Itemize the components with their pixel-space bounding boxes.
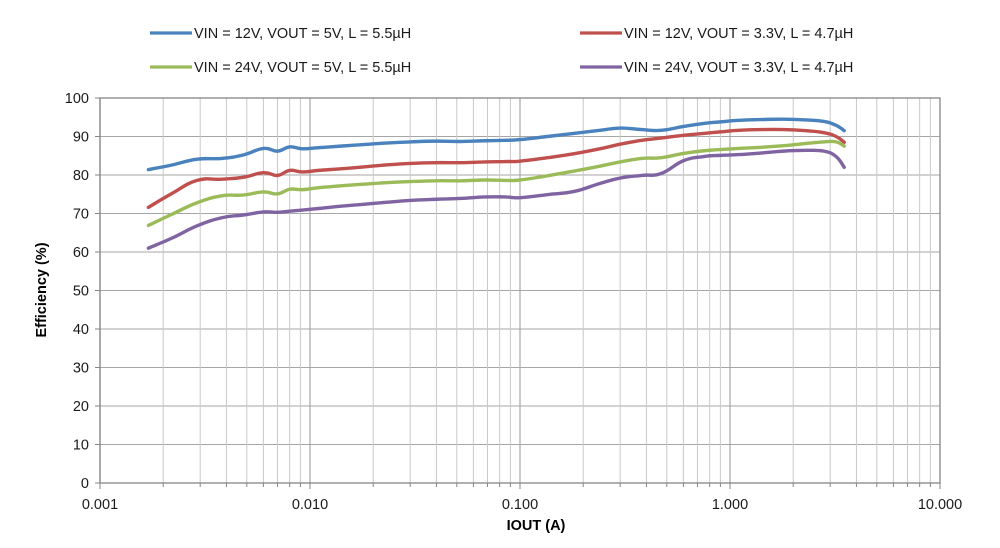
y-axis-tick-labels: 0 10 20 30 40 50 60 70 80 90 100	[65, 91, 89, 492]
x-tick-label: 0.100	[502, 497, 538, 513]
legend-label: VIN = 12V, VOUT = 5V, L = 5.5µH	[194, 26, 411, 42]
legend-item: VIN = 24V, VOUT = 5V, L = 5.5µH	[150, 60, 411, 76]
series-line	[146, 127, 846, 210]
x-tick-label: 1.000	[712, 497, 748, 513]
legend-label: VIN = 24V, VOUT = 5V, L = 5.5µH	[194, 60, 411, 76]
y-tick-label: 30	[73, 361, 89, 377]
chart-series-layer	[146, 117, 846, 250]
y-tick-label: 0	[81, 476, 89, 492]
legend-label: VIN = 12V, VOUT = 3.3V, L = 4.7µH	[624, 26, 853, 42]
x-axis-tick-labels: 0.001 0.010 0.100 1.000 10.000	[82, 497, 962, 513]
x-axis-title: IOUT (A)	[507, 518, 566, 534]
y-tick-label: 20	[73, 399, 89, 415]
y-tick-label: 100	[65, 91, 89, 107]
series-line	[146, 148, 846, 250]
y-tick-label: 40	[73, 322, 89, 338]
y-tick-label: 70	[73, 207, 89, 223]
x-tick-label: 10.000	[918, 497, 962, 513]
legend-item: VIN = 24V, VOUT = 3.3V, L = 4.7µH	[580, 60, 853, 76]
legend-item: VIN = 12V, VOUT = 5V, L = 5.5µH	[150, 26, 411, 42]
y-tick-label: 90	[73, 130, 89, 146]
plot-frame	[95, 97, 941, 489]
x-tick-label: 0.010	[292, 497, 328, 513]
y-tick-label: 80	[73, 168, 89, 184]
legend-label: VIN = 24V, VOUT = 3.3V, L = 4.7µH	[624, 60, 853, 76]
x-tick-label: 0.001	[82, 497, 118, 513]
y-axis-title: Efficiency (%)	[34, 242, 50, 337]
series-line	[146, 139, 846, 228]
legend-item: VIN = 12V, VOUT = 3.3V, L = 4.7µH	[580, 26, 853, 42]
series-line	[146, 117, 846, 172]
chart-legend: VIN = 12V, VOUT = 5V, L = 5.5µH VIN = 12V…	[150, 26, 853, 76]
y-tick-label: 10	[73, 438, 89, 454]
y-tick-label: 50	[73, 284, 89, 300]
y-tick-label: 60	[73, 245, 89, 261]
